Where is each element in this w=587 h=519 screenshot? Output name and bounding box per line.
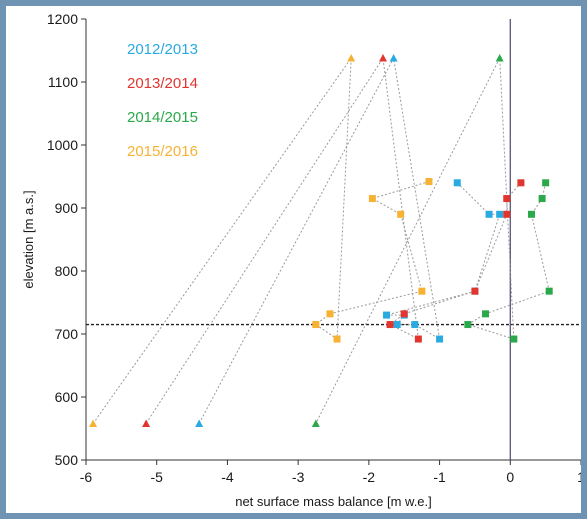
- square-marker: [542, 179, 550, 187]
- square-marker: [418, 287, 426, 295]
- square-marker: [312, 321, 320, 329]
- series-markers: [89, 54, 553, 427]
- square-marker: [496, 210, 504, 218]
- square-marker: [411, 321, 419, 329]
- mass-balance-chart: 500 600 700 800 900 1000 1100 1200 -6 -5 -4 -3 -2 -1 0…: [21, 11, 581, 509]
- series-line-0: [198, 56, 501, 424]
- legend-entry: 2013/2014: [127, 75, 198, 92]
- triangle-marker: [89, 419, 98, 427]
- triangle-marker: [379, 54, 387, 62]
- square-marker: [503, 210, 511, 218]
- square-marker: [400, 310, 408, 318]
- y-tick-label: 1000: [47, 137, 78, 153]
- series-line-2: [315, 56, 550, 424]
- square-marker: [528, 210, 535, 218]
- square-marker: [414, 335, 422, 343]
- square-marker: [436, 335, 444, 343]
- y-tick-label: 700: [55, 326, 79, 342]
- square-marker: [503, 195, 511, 203]
- legend-entry: 2014/2015: [127, 109, 198, 126]
- x-tick-label: 1: [577, 469, 581, 485]
- series-line-1: [145, 56, 522, 424]
- x-tick-label: -5: [150, 469, 163, 485]
- triangle-marker: [311, 419, 320, 427]
- square-marker: [471, 287, 479, 295]
- y-tick-label: 1200: [47, 11, 78, 27]
- square-marker: [368, 195, 376, 203]
- square-marker: [397, 210, 405, 218]
- x-tick-label: -4: [221, 469, 234, 485]
- tick-labels: 500 600 700 800 900 1000 1100 1200 -6 -5 -4 -3 -2 -1 0…: [47, 11, 581, 485]
- triangle-marker: [347, 54, 356, 62]
- square-marker: [333, 335, 341, 343]
- y-tick-label: 1100: [48, 74, 78, 90]
- legend-entry: 2012/2013: [127, 41, 198, 58]
- x-tick-label: -3: [292, 469, 305, 485]
- triangle-marker: [495, 54, 504, 62]
- legend: 2012/2013 2013/2014 2014/2015 2015/2016: [127, 41, 198, 160]
- square-marker: [464, 321, 472, 329]
- triangle-marker: [142, 419, 151, 427]
- chart-frame: 500 600 700 800 900 1000 1100 1200 -6 -5 -4 -3 -2 -1 0…: [6, 6, 581, 513]
- x-tick-label: -6: [80, 469, 93, 485]
- triangle-marker: [195, 419, 204, 427]
- legend-entry: 2015/2016: [127, 143, 198, 160]
- square-marker: [386, 321, 394, 329]
- y-axis-title: elevation [m a.s.]: [21, 190, 36, 288]
- square-marker: [425, 178, 433, 186]
- square-marker: [383, 311, 391, 319]
- square-marker: [517, 179, 525, 187]
- y-tick-label: 600: [55, 389, 79, 405]
- x-tick-label: -1: [433, 469, 446, 485]
- square-marker: [393, 321, 401, 329]
- square-marker: [453, 179, 461, 187]
- y-tick-label: 800: [55, 263, 79, 279]
- square-marker: [326, 310, 334, 318]
- x-tick-label: 0: [506, 469, 514, 485]
- square-marker: [545, 287, 553, 295]
- square-marker: [538, 195, 546, 203]
- y-tick-label: 900: [55, 200, 79, 216]
- reference-lines: [86, 19, 581, 460]
- axes: [81, 18, 581, 465]
- square-marker: [485, 210, 493, 218]
- x-tick-label: -2: [363, 469, 376, 485]
- triangle-marker: [389, 54, 398, 62]
- square-marker: [510, 335, 518, 343]
- y-tick-label: 500: [55, 452, 79, 468]
- square-marker: [482, 310, 490, 318]
- x-axis-title: net surface mass balance [m w.e.]: [235, 494, 432, 509]
